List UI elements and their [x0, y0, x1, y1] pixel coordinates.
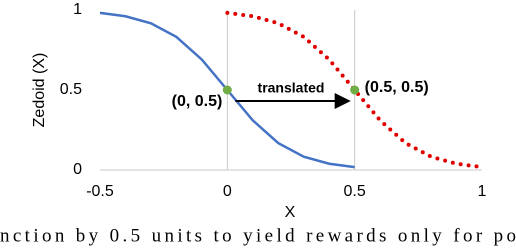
point-label: (0.5, 0.5): [365, 79, 429, 96]
x-tick-label: 0.5: [344, 183, 366, 200]
x-tick-label: 1: [478, 183, 487, 200]
point: [350, 85, 360, 95]
y-axis-title: Zedoid (X): [31, 53, 48, 128]
point-label: (0, 0.5): [172, 93, 223, 110]
x-tick-label: 0: [223, 183, 232, 200]
point: [222, 85, 232, 95]
y-tick-label: 1: [73, 1, 82, 18]
y-tick-label: 0: [73, 161, 82, 178]
arrow-label: translated: [258, 80, 325, 96]
x-axis-title: X: [285, 204, 296, 221]
caption: nction by 0.5 units to yield rewards onl…: [0, 225, 516, 246]
y-tick-label: 0.5: [60, 81, 82, 98]
x-tick-label: -0.5: [86, 183, 114, 200]
